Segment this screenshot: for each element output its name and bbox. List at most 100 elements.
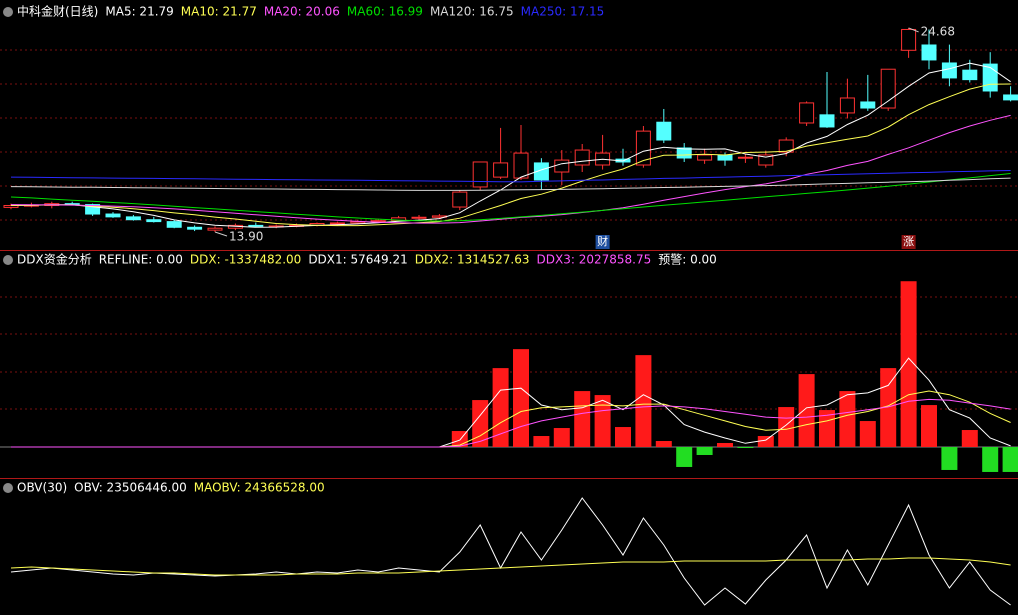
candle-body — [819, 114, 835, 128]
bar — [717, 443, 733, 447]
candle-body — [941, 62, 957, 79]
legend-label: MA5: 21.79 — [105, 5, 173, 19]
series-line — [10, 177, 1011, 191]
candle-body — [533, 162, 549, 181]
candle-body — [737, 156, 753, 159]
annotation-line — [908, 27, 919, 33]
candle-body — [85, 204, 101, 215]
series-line — [10, 173, 1011, 222]
candle-body — [717, 154, 733, 161]
bar — [961, 430, 978, 447]
legend-label: REFLINE: 0.00 — [99, 253, 183, 267]
legend-label: OBV(30) — [17, 481, 67, 495]
bar — [492, 368, 509, 447]
candle-body — [452, 191, 468, 208]
candle-body — [472, 161, 488, 188]
bar — [900, 281, 917, 447]
series-line — [10, 62, 1011, 228]
legend-label: 中科金财(日线) — [17, 4, 98, 19]
candle-body — [125, 216, 141, 221]
candle-body — [901, 28, 917, 51]
legend-label: OBV: 23506446.00 — [74, 481, 187, 495]
candle-body — [656, 121, 672, 141]
marker-box — [901, 235, 916, 249]
panel-icons — [3, 7, 13, 493]
candle-body — [329, 222, 345, 225]
high-label: 24.68 — [921, 24, 955, 38]
bar — [880, 368, 897, 447]
candle-body — [697, 154, 713, 161]
candle-body — [921, 44, 937, 61]
bar — [839, 391, 856, 447]
candle-body — [635, 130, 651, 166]
series-line — [10, 83, 1011, 227]
candle-body — [982, 63, 998, 92]
candle-body — [962, 69, 978, 81]
series-line — [10, 497, 1011, 606]
legend-label: MA250: 17.15 — [521, 5, 605, 19]
candle-body — [391, 217, 407, 222]
candle-body — [3, 205, 19, 208]
panel-icon[interactable] — [3, 483, 13, 493]
bar — [533, 436, 550, 447]
bar — [696, 447, 713, 455]
bar — [921, 405, 937, 447]
bar — [941, 447, 958, 470]
bar — [737, 447, 754, 448]
bar — [472, 400, 489, 447]
legend-label: DDX资金分析 — [17, 252, 92, 267]
candle-body — [207, 227, 223, 231]
legend-label: DDX1: 57649.21 — [308, 253, 407, 267]
candle-body — [676, 147, 692, 159]
candle-body — [166, 221, 182, 228]
marker-label: 涨 — [903, 235, 914, 248]
panel-icon[interactable] — [3, 7, 13, 17]
candle-body — [778, 139, 794, 153]
marker-label: 财 — [597, 234, 608, 248]
candle-body — [799, 102, 815, 124]
candle-body — [554, 159, 570, 173]
candle-body — [574, 149, 590, 166]
bar — [594, 395, 611, 447]
bar — [615, 427, 631, 447]
candle-body — [860, 101, 876, 109]
candle-body — [105, 213, 121, 218]
series-line — [10, 170, 1011, 183]
legend-label: DDX2: 1314527.63 — [415, 253, 530, 267]
legend-label: MAOBV: 24366528.00 — [194, 481, 325, 495]
candle-body — [839, 97, 855, 114]
legend-label: MA10: 21.77 — [181, 5, 257, 19]
legend-label: DDX3: 2027858.75 — [537, 253, 652, 267]
bar — [655, 441, 672, 447]
panel-icon[interactable] — [3, 255, 13, 265]
bar — [757, 436, 774, 447]
legend-label: MA60: 16.99 — [347, 5, 423, 19]
bar — [635, 355, 652, 447]
marker-box — [595, 235, 610, 249]
bar — [798, 374, 815, 447]
annotation-line — [214, 231, 228, 237]
candle-body — [411, 216, 427, 219]
candle-body — [1003, 94, 1018, 101]
series-line — [10, 114, 1011, 224]
candle-body — [513, 152, 529, 179]
bar — [676, 447, 693, 467]
legend-label: MA20: 20.06 — [264, 5, 340, 19]
bar — [1002, 447, 1018, 472]
bar — [982, 447, 999, 472]
series-line — [11, 398, 1011, 448]
legend-label: 预警: 0.00 — [658, 252, 717, 267]
candle-body — [248, 224, 264, 227]
candle-body — [187, 226, 203, 230]
legend-label: MA120: 16.75 — [430, 5, 514, 19]
bar — [513, 349, 529, 447]
series-line — [10, 557, 1011, 576]
candle-body — [146, 219, 162, 223]
candle-body — [493, 162, 509, 178]
bar — [553, 428, 570, 447]
candle-body — [370, 220, 386, 223]
bar — [574, 391, 591, 447]
